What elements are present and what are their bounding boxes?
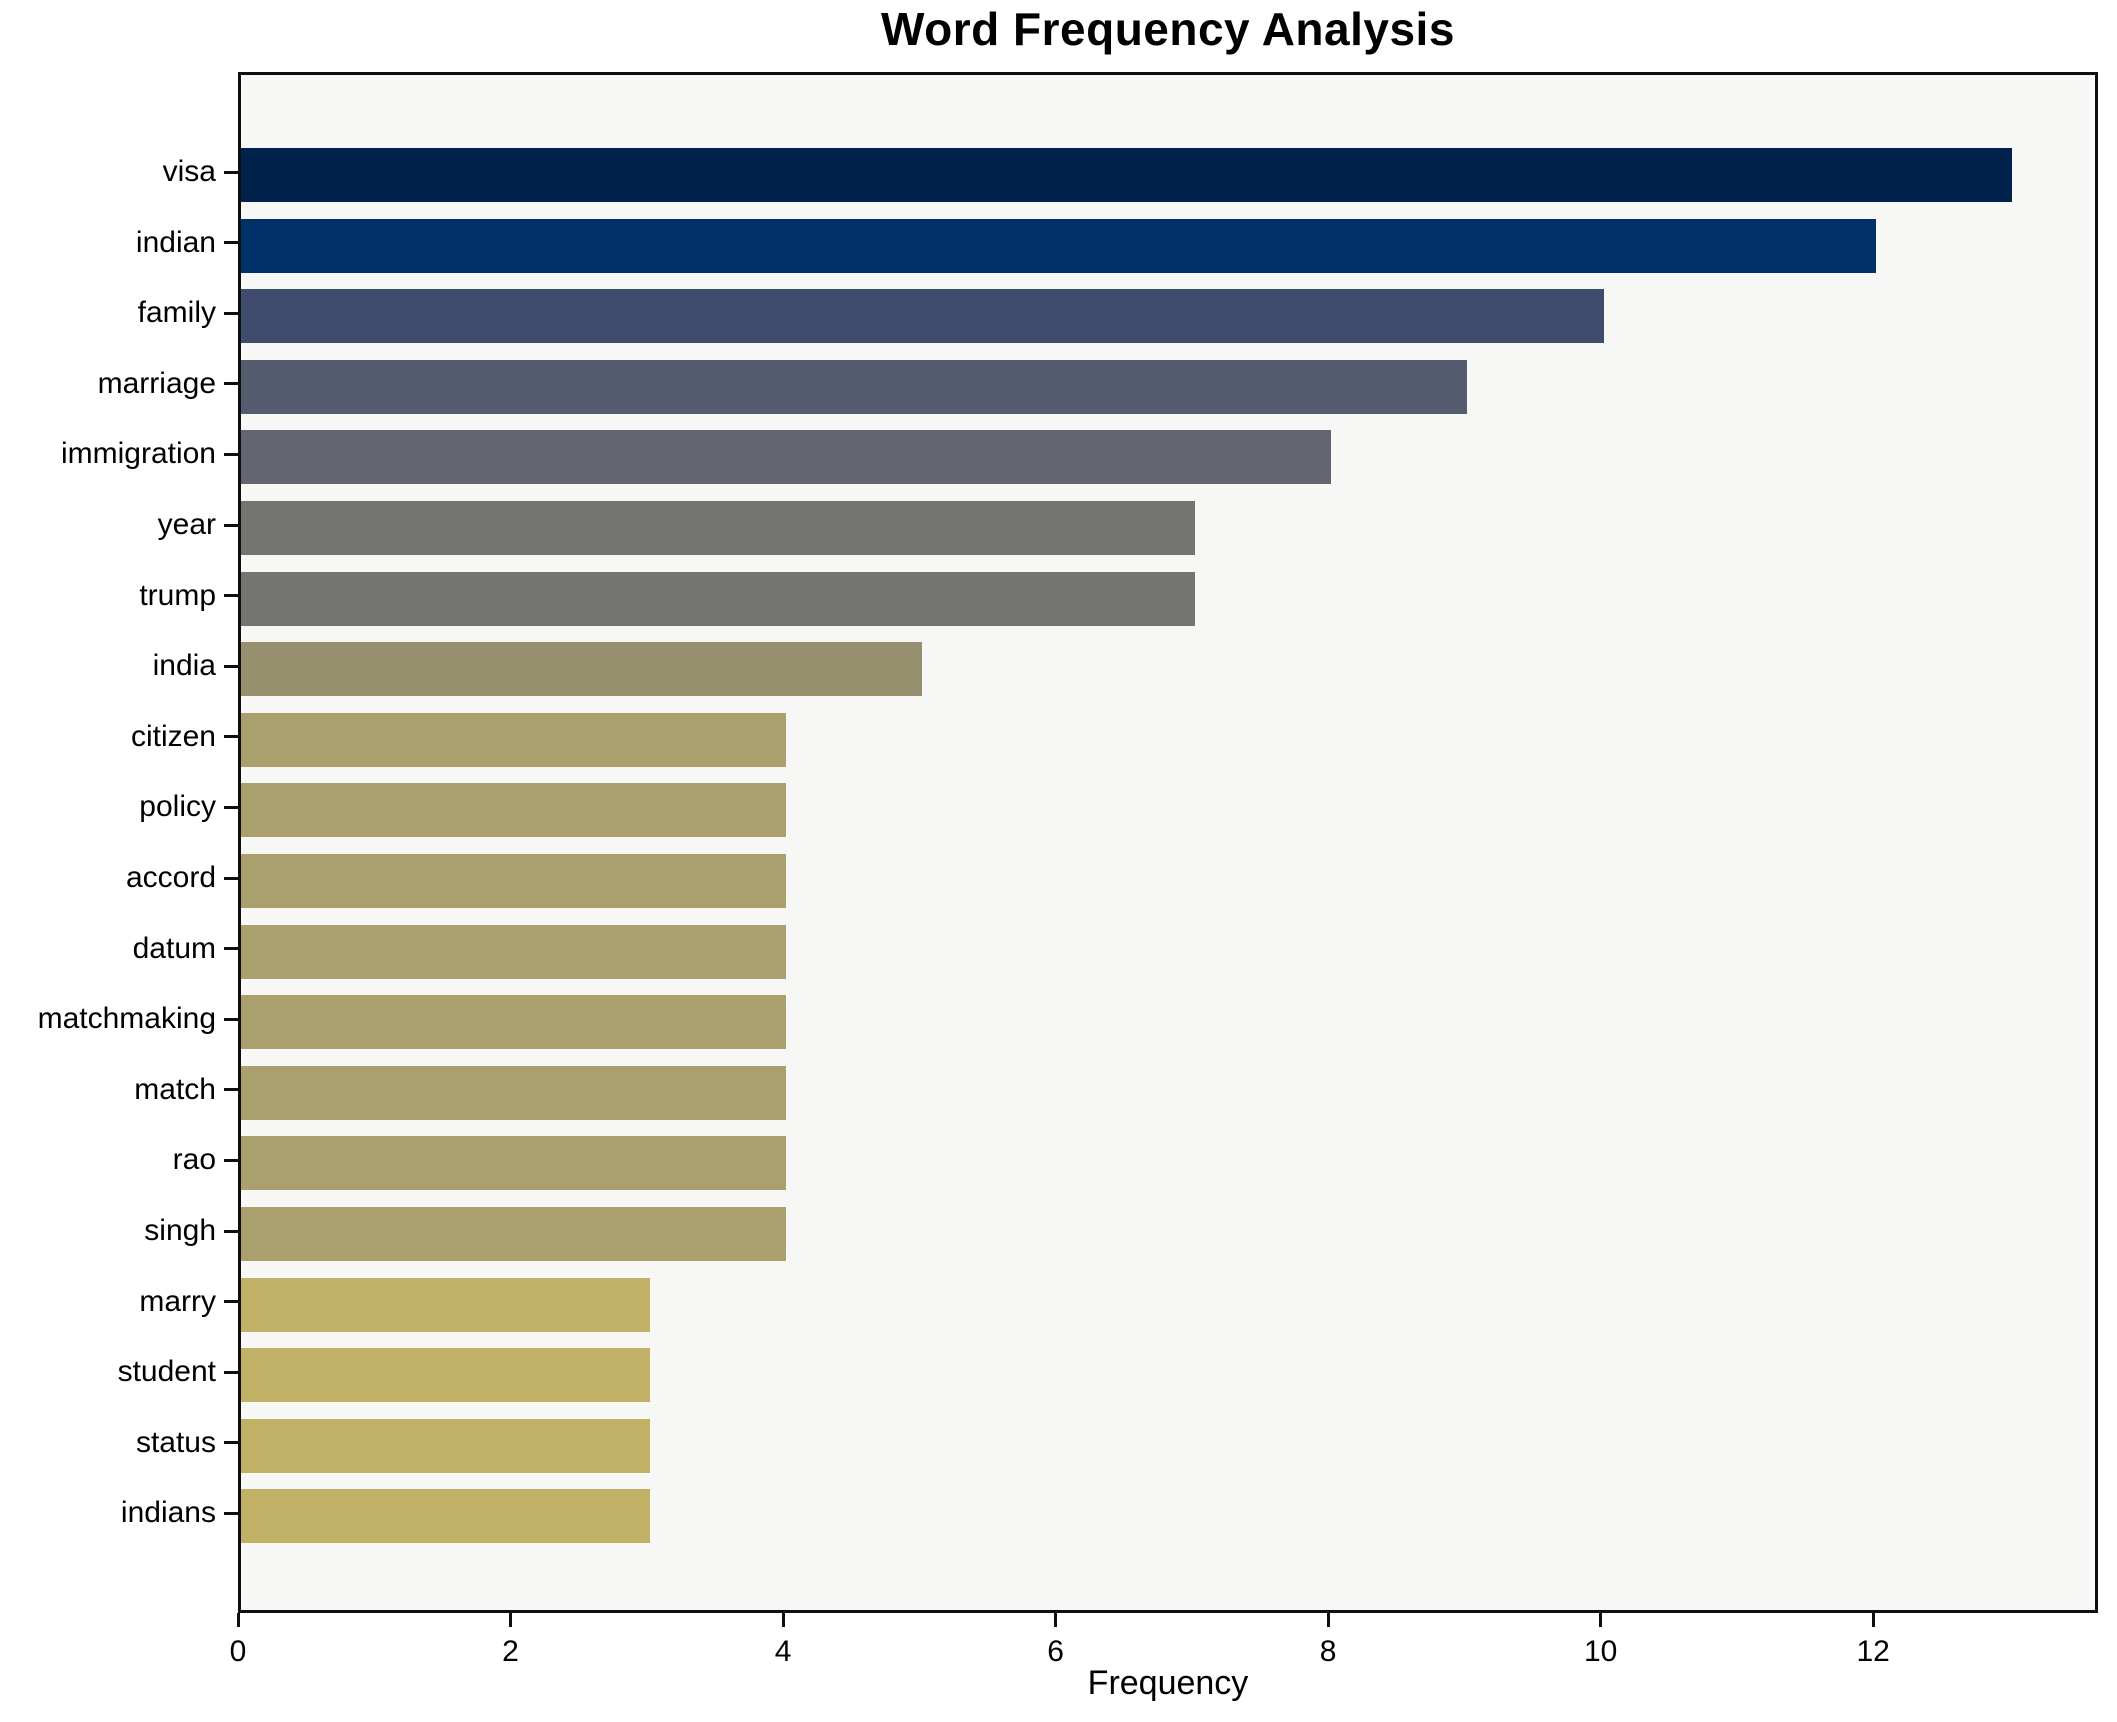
x-tick-2 [509,1613,513,1627]
bar-rao [241,1136,787,1191]
y-tick-family [224,311,238,315]
y-tick-citizen [224,735,238,739]
y-tick-trump [224,594,238,598]
bar-india [241,642,923,697]
y-tick-indian [224,241,238,245]
y-tick-label-visa: visa [162,155,216,188]
y-tick-label-rao: rao [172,1143,216,1177]
plot-area [238,72,2098,1613]
y-tick-label-immigration: immigration [60,437,216,471]
y-tick-label-accord: accord [125,861,216,894]
bar-student [241,1348,650,1403]
x-tick-label-8: 8 [1319,1635,1337,1668]
bar-immigration [241,430,1332,485]
y-tick-marry [224,1300,238,1304]
y-tick-accord [224,876,238,880]
y-tick-label-status: status [135,1425,216,1459]
bar-accord [241,854,787,908]
bar-policy [241,783,787,838]
x-tick-label-2: 2 [502,1635,519,1668]
bar-marry [241,1277,650,1332]
x-tick-10 [1599,1613,1603,1627]
y-tick-india [224,664,238,668]
y-tick-label-marry: marry [139,1284,216,1318]
y-tick-match [224,1088,238,1092]
x-tick-label-4: 4 [774,1635,792,1668]
y-tick-matchmaking [224,1017,238,1021]
bar-status [241,1418,650,1473]
x-tick-label-6: 6 [1047,1635,1064,1668]
y-tick-label-policy: policy [139,790,216,824]
bar-singh [241,1207,787,1261]
y-tick-label-year: year [157,508,216,541]
bar-year [241,501,1195,555]
y-tick-visa [224,170,238,174]
y-tick-label-family: family [137,296,216,330]
x-tick-8 [1326,1613,1330,1627]
x-tick-12 [1871,1613,1875,1627]
bar-marriage [241,359,1468,414]
x-tick-0 [236,1613,240,1627]
y-tick-label-marriage: marriage [97,366,216,400]
bar-indian [241,218,1877,273]
y-tick-label-citizen: citizen [130,719,216,753]
bar-citizen [241,712,787,767]
y-tick-singh [224,1229,238,1233]
x-tick-label-10: 10 [1583,1635,1618,1668]
y-tick-label-india: india [152,649,216,683]
y-tick-label-singh: singh [144,1214,216,1247]
y-tick-marriage [224,382,238,386]
y-tick-label-indians: indians [120,1496,216,1530]
y-tick-label-matchmaking: matchmaking [37,1002,216,1036]
bar-trump [241,571,1195,626]
y-tick-status [224,1441,238,1445]
x-axis-title: Frequency [1087,1664,1249,1702]
y-tick-label-match: match [134,1072,216,1106]
y-tick-policy [224,805,238,809]
x-tick-label-0: 0 [229,1635,247,1668]
y-tick-rao [224,1158,238,1162]
bar-family [241,289,1604,344]
bar-match [241,1065,787,1120]
y-tick-label-trump: trump [139,578,216,612]
bar-matchmaking [241,995,787,1050]
y-tick-immigration [224,452,238,456]
y-tick-label-indian: indian [135,225,216,259]
bar-visa [241,148,2013,202]
x-tick-label-12: 12 [1856,1635,1890,1668]
bar-indians [241,1489,650,1544]
y-tick-label-datum: datum [132,931,216,965]
y-tick-datum [224,947,238,951]
chart-title: Word Frequency Analysis [881,3,1455,55]
bar-datum [241,924,787,979]
y-tick-student [224,1370,238,1374]
y-tick-year [224,523,238,527]
y-tick-indians [224,1511,238,1515]
x-tick-4 [781,1613,785,1627]
x-tick-6 [1054,1613,1058,1627]
y-tick-label-student: student [117,1355,216,1389]
